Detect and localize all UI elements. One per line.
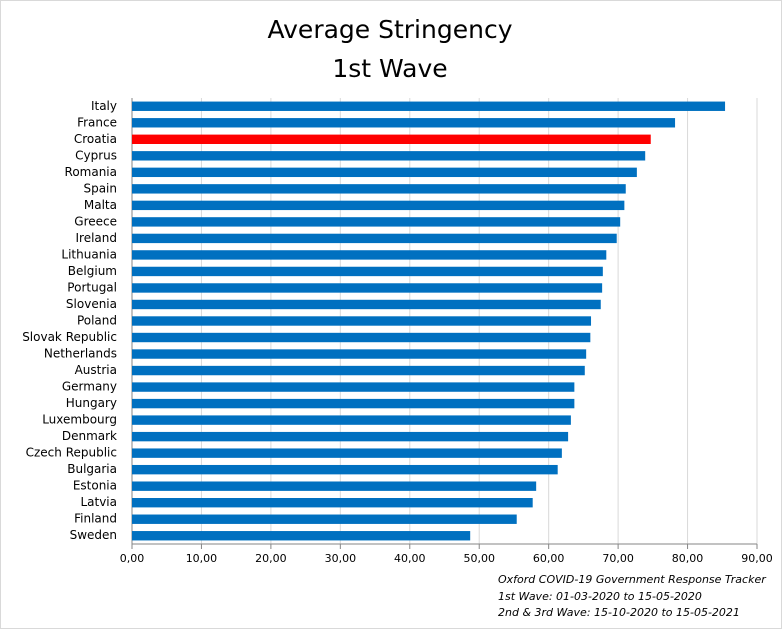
y-tick-label: Lithuania [61, 247, 117, 261]
bar [132, 316, 592, 326]
y-tick-label: Slovak Republic [22, 330, 117, 344]
bar [132, 233, 617, 244]
y-tick-label: Finland [74, 512, 117, 526]
x-tick-label: 60,00 [533, 552, 565, 565]
bar [132, 134, 651, 144]
bar [132, 431, 569, 442]
bar [132, 382, 575, 392]
annotation: 1st Wave: 01-03-2020 to 15-05-2020 [498, 590, 702, 603]
bar [132, 217, 621, 227]
bar [132, 349, 587, 359]
bar [132, 332, 591, 343]
bar [132, 200, 625, 211]
bar [132, 151, 646, 161]
y-tick-label: Slovenia [66, 297, 117, 311]
bar [132, 118, 676, 128]
y-tick-label: Hungary [66, 396, 117, 410]
x-tick-label: 70,00 [602, 552, 634, 565]
y-tick-label: Belgium [68, 264, 117, 278]
y-tick-label: Bulgaria [67, 462, 117, 476]
bar [132, 464, 558, 475]
bar [132, 184, 626, 194]
y-tick-label: Czech Republic [26, 446, 117, 460]
x-tick-label: 30,00 [325, 552, 357, 565]
y-tick-label: Romania [65, 165, 117, 179]
y-tick-label: Germany [62, 380, 117, 394]
y-tick-label: Italy [91, 99, 117, 113]
y-tick-label: Luxembourg [42, 413, 117, 427]
x-tick-label: 90,00 [741, 552, 773, 565]
bar [132, 415, 571, 425]
y-tick-label: Latvia [80, 495, 117, 509]
x-tick-label: 80,00 [672, 552, 704, 565]
bar [132, 514, 517, 524]
bar [132, 283, 603, 293]
annotation: 2nd & 3rd Wave: 15-10-2020 to 15-05-2021 [498, 606, 740, 619]
y-tick-label: Ireland [75, 231, 117, 245]
y-tick-label: Croatia [74, 132, 117, 146]
bar [132, 481, 537, 491]
y-tick-label: Greece [74, 214, 117, 228]
x-tick-label: 20,00 [255, 552, 287, 565]
y-tick-label: Portugal [67, 280, 117, 294]
annotation: Oxford COVID-19 Government Response Trac… [498, 573, 767, 586]
bar [132, 299, 601, 310]
bar [132, 498, 533, 508]
y-tick-label: Spain [83, 181, 117, 195]
bar [132, 531, 471, 541]
x-tick-label: 0,00 [120, 552, 145, 565]
y-tick-label: Sweden [70, 528, 117, 542]
x-tick-label: 10,00 [186, 552, 218, 565]
y-tick-label: Malta [84, 198, 117, 212]
y-tick-label: Austria [75, 363, 117, 377]
bar [132, 101, 726, 111]
bar [132, 448, 562, 458]
bar [132, 398, 575, 409]
y-tick-label: Poland [77, 314, 117, 328]
y-tick-label: Cyprus [75, 148, 117, 162]
y-tick-label: Denmark [62, 429, 117, 443]
bar [132, 365, 585, 376]
chart-title: Average Stringency [268, 15, 513, 44]
x-tick-label: 50,00 [463, 552, 495, 565]
bar [132, 167, 637, 178]
y-tick-label: Netherlands [44, 347, 117, 361]
bar [132, 266, 603, 277]
chart-subtitle: 1st Wave [332, 54, 447, 83]
x-tick-label: 40,00 [394, 552, 426, 565]
y-tick-label: Estonia [73, 479, 117, 493]
bar [132, 250, 607, 260]
y-tick-label: France [77, 115, 117, 129]
